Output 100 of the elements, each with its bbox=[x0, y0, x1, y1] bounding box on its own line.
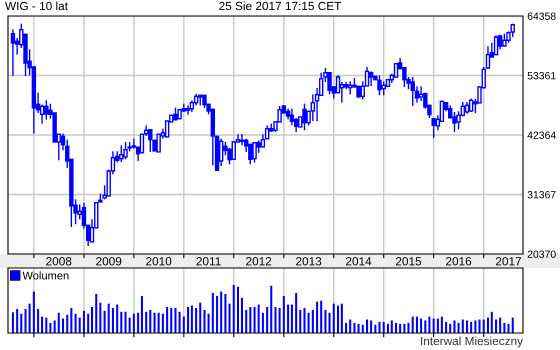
y-tick-label: 31367 bbox=[528, 191, 556, 198]
bar bbox=[58, 312, 60, 333]
candlestick bbox=[252, 141, 257, 164]
bar bbox=[474, 320, 476, 333]
bar bbox=[145, 312, 148, 333]
bar bbox=[195, 308, 198, 333]
bar bbox=[95, 294, 98, 333]
bar bbox=[203, 310, 206, 333]
bar bbox=[190, 306, 193, 333]
candlestick bbox=[468, 98, 474, 113]
bar bbox=[345, 322, 348, 333]
bar bbox=[224, 294, 226, 333]
bar bbox=[312, 310, 314, 333]
bar bbox=[412, 316, 414, 333]
x-tick-label: 2009 bbox=[96, 257, 122, 266]
bar bbox=[308, 312, 310, 333]
bar bbox=[28, 304, 31, 333]
candlestick bbox=[348, 80, 352, 96]
bar bbox=[90, 307, 94, 333]
bar bbox=[436, 318, 439, 333]
bar bbox=[228, 304, 231, 333]
bar bbox=[216, 296, 218, 333]
bar bbox=[466, 320, 468, 333]
bar bbox=[390, 320, 393, 333]
bar bbox=[349, 320, 352, 333]
bar bbox=[266, 307, 268, 333]
bar bbox=[70, 308, 72, 333]
bar bbox=[124, 312, 127, 333]
bar bbox=[116, 304, 118, 333]
chart-subtitle: 25 Sie 2017 17:15 CET bbox=[219, 2, 342, 10]
bar bbox=[507, 324, 510, 333]
bar bbox=[82, 310, 85, 333]
bar bbox=[478, 320, 481, 333]
bar bbox=[245, 310, 248, 333]
bar bbox=[358, 324, 360, 333]
candlestick bbox=[10, 28, 16, 77]
candlestick bbox=[431, 118, 436, 139]
candlestick bbox=[202, 94, 207, 109]
bar bbox=[49, 322, 52, 333]
bar bbox=[366, 320, 368, 333]
bar bbox=[440, 316, 443, 333]
bar bbox=[78, 318, 81, 333]
bar bbox=[24, 308, 27, 333]
bar bbox=[220, 292, 222, 333]
y-tick-label: 20370 bbox=[528, 250, 556, 258]
x-tick-label: 2011 bbox=[196, 257, 221, 266]
candlestick bbox=[148, 128, 152, 153]
bar bbox=[112, 308, 114, 333]
bar bbox=[407, 322, 410, 333]
bar bbox=[403, 324, 406, 333]
chart-title: WIG - 10 lat bbox=[5, 2, 68, 10]
y-tick-label: 53361 bbox=[528, 72, 556, 80]
bar bbox=[37, 308, 40, 333]
bar bbox=[428, 316, 430, 333]
candlestick bbox=[356, 86, 361, 98]
bar bbox=[420, 318, 422, 333]
bar bbox=[328, 312, 331, 333]
bar bbox=[99, 302, 102, 333]
bar bbox=[128, 318, 131, 333]
bar bbox=[340, 304, 343, 333]
bar bbox=[432, 318, 435, 333]
x-tick-label: 2008 bbox=[46, 257, 72, 266]
bar bbox=[20, 314, 22, 333]
bar bbox=[74, 314, 77, 333]
candlestick bbox=[382, 80, 386, 96]
bar bbox=[158, 312, 160, 333]
bar bbox=[332, 304, 335, 333]
candlestick bbox=[377, 74, 382, 96]
bar bbox=[316, 302, 318, 333]
text: Interwal Miesieczny bbox=[421, 336, 523, 348]
bar bbox=[154, 312, 156, 333]
bar bbox=[453, 320, 456, 333]
candlestick bbox=[119, 144, 124, 163]
x-tick-label: 2012 bbox=[246, 257, 272, 266]
bar bbox=[12, 312, 14, 333]
candlestick bbox=[410, 76, 415, 107]
bar bbox=[495, 320, 498, 333]
candlestick bbox=[218, 138, 224, 167]
bar bbox=[162, 314, 164, 333]
bar bbox=[182, 316, 185, 333]
x-tick-label: 2013 bbox=[296, 257, 322, 266]
x-tick-label: 2017 bbox=[496, 257, 522, 266]
bar bbox=[199, 302, 202, 333]
x-tick-label: 2014 bbox=[346, 257, 372, 266]
candlestick bbox=[232, 140, 236, 160]
bar bbox=[254, 307, 256, 333]
candlestick bbox=[402, 66, 407, 88]
bar bbox=[490, 312, 493, 333]
bar bbox=[87, 314, 90, 333]
bar bbox=[41, 316, 44, 333]
bar bbox=[395, 322, 398, 333]
bar bbox=[353, 322, 356, 333]
candlestick bbox=[486, 46, 490, 70]
bar bbox=[503, 322, 506, 333]
bar bbox=[240, 298, 243, 333]
bar bbox=[290, 304, 293, 333]
bar bbox=[249, 307, 252, 333]
bar bbox=[270, 286, 272, 333]
bar bbox=[386, 324, 389, 333]
bar bbox=[258, 304, 260, 333]
